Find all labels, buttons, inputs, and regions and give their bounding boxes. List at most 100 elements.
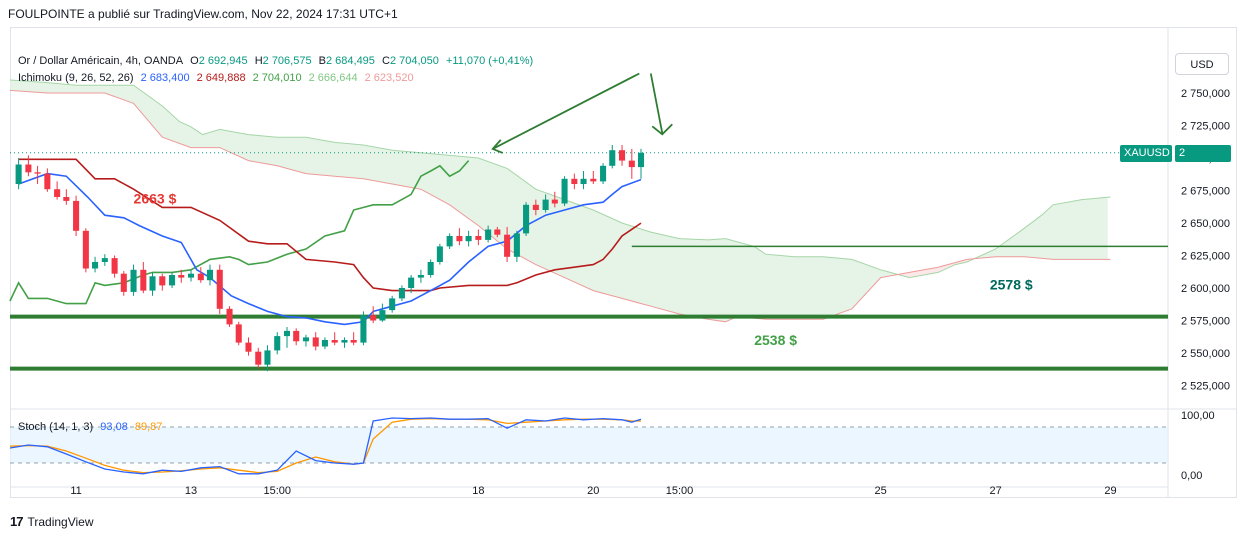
- candle-6: [73, 195, 80, 236]
- candle-body: [331, 340, 338, 343]
- candle-37: [370, 306, 377, 324]
- candle-body: [34, 172, 41, 174]
- tradingview-logo-icon: 17: [10, 514, 24, 529]
- candle-body: [25, 164, 32, 173]
- stoch-tick-0: 100,00: [1181, 410, 1215, 422]
- chart-frame: [10, 27, 1237, 498]
- time-tick-4: 20: [587, 485, 599, 497]
- candle-48: [475, 229, 482, 246]
- time-tick-5: 15:00: [666, 485, 694, 497]
- candle-body: [523, 204, 530, 234]
- time-tick-8: 29: [1104, 485, 1116, 497]
- candle-body: [245, 342, 252, 352]
- candle-body: [197, 273, 204, 281]
- brand-name: TradingView: [27, 514, 94, 529]
- price-tick-1: 2 750,000: [1181, 88, 1230, 100]
- candle-body: [101, 258, 108, 262]
- candle-body: [580, 178, 587, 184]
- candle-24: [245, 337, 252, 356]
- candle-18: [187, 269, 195, 282]
- candle-body: [504, 234, 511, 257]
- candle-body: [370, 315, 377, 321]
- candle-body: [274, 336, 281, 351]
- candle-1: [25, 155, 32, 177]
- candle-body: [255, 351, 262, 365]
- candle-25: [255, 347, 262, 369]
- candle-33: [331, 332, 338, 346]
- ichimoku-senkou-a-value: 2 666,644: [308, 72, 358, 84]
- chikou-span: [9, 160, 470, 305]
- candle-body: [350, 340, 357, 343]
- candle-13: [140, 262, 147, 294]
- candle-20: [206, 264, 214, 286]
- ohlc-high: H2 706,575: [254, 55, 312, 67]
- senkou-span-b: [9, 89, 1111, 323]
- candle-body: [321, 340, 328, 347]
- price-annotation-2: 2538 $: [754, 332, 797, 348]
- candle-body: [360, 315, 367, 343]
- stoch-legend: Stoch (14, 1, 3) 93,08 89,87: [18, 421, 166, 433]
- price-tick-5: 2 650,000: [1181, 218, 1230, 230]
- candle-64: [628, 148, 635, 179]
- trend-arrow-1: [492, 72, 640, 150]
- time-tick-0: 11: [70, 485, 81, 497]
- candle-15: [159, 273, 166, 291]
- price-annotation-0: 2663 $: [134, 191, 177, 207]
- candle-body: [408, 277, 415, 288]
- candle-28: [283, 327, 291, 348]
- stoch-tick-1: 0,00: [1181, 470, 1202, 482]
- price-tick-8: 2 575,000: [1181, 316, 1230, 328]
- kumo-cloud-2: [975, 197, 1108, 260]
- candle-55: [542, 194, 549, 213]
- candle-57: [561, 176, 568, 207]
- candle-body: [341, 340, 348, 343]
- stoch-label: Stoch (14, 1, 3): [18, 421, 94, 433]
- candle-5: [63, 189, 70, 205]
- candle-body: [600, 165, 607, 182]
- candle-41: [408, 275, 415, 294]
- stoch-k-value: 93,08: [100, 421, 128, 433]
- price-tick-6: 2 625,000: [1181, 251, 1230, 263]
- candle-body: [379, 310, 386, 321]
- candle-22: [226, 306, 233, 327]
- candle-17: [178, 269, 185, 283]
- candle-16: [169, 272, 176, 288]
- candle-body: [590, 178, 597, 182]
- ohlc-open: O2 692,945: [190, 55, 248, 67]
- candle-body: [561, 178, 568, 204]
- candle-11: [120, 271, 127, 296]
- symbol-tag: XAUUSD: [1120, 145, 1172, 162]
- candle-65: [637, 148, 645, 179]
- candle-body: [389, 298, 396, 311]
- time-tick-2: 15:00: [263, 485, 291, 497]
- price-annotation-1: 2578 $: [990, 276, 1033, 292]
- candle-36: [360, 311, 367, 346]
- ichimoku-kijun-value: 2 649,888: [196, 72, 246, 84]
- candle-body: [513, 233, 520, 257]
- main-legend: Or / Dollar Américain, 4h, OANDA O2 692,…: [18, 55, 537, 67]
- candle-12: [130, 264, 137, 296]
- publication-header: FOULPOINTE a publié sur TradingView.com,…: [8, 7, 398, 21]
- candle-body: [551, 199, 558, 204]
- time-tick-3: 18: [472, 485, 484, 497]
- candle-body: [264, 350, 271, 365]
- candle-19: [197, 267, 204, 283]
- candle-body: [609, 150, 616, 166]
- candle-46: [456, 228, 463, 246]
- candle-29: [293, 328, 300, 346]
- candle-body: [542, 199, 549, 210]
- candle-40: [398, 285, 405, 301]
- candle-body: [111, 258, 118, 274]
- candle-body: [456, 236, 463, 242]
- currency-button[interactable]: USD: [1175, 53, 1229, 75]
- candle-body: [226, 308, 233, 325]
- candle-54: [532, 199, 539, 216]
- candle-body: [178, 275, 185, 278]
- candle-8: [92, 256, 99, 273]
- time-tick-6: 25: [875, 485, 887, 497]
- candle-47: [465, 230, 472, 247]
- candle-body: [293, 330, 300, 342]
- candle-body: [63, 197, 70, 201]
- candle-26: [264, 345, 271, 372]
